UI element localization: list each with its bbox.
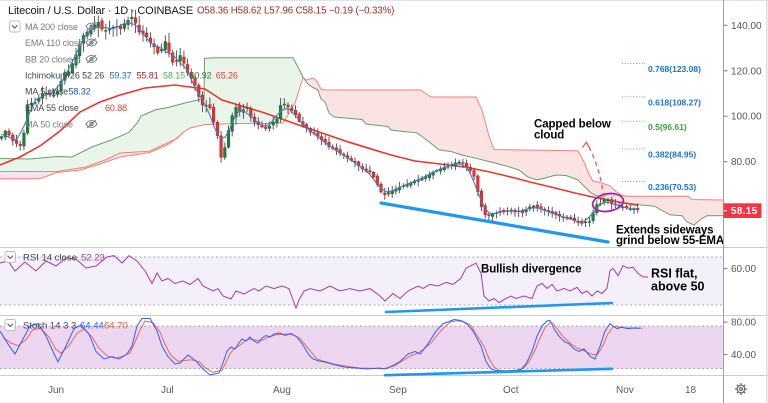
svg-text:Capped below: Capped below: [534, 119, 611, 131]
svg-text:RSI flat,: RSI flat,: [651, 267, 698, 281]
svg-text:MA 5 close: MA 5 close: [25, 87, 68, 97]
svg-text:60.92: 60.92: [190, 71, 212, 81]
svg-text:64.44: 64.44: [80, 321, 104, 332]
svg-text:60.00: 60.00: [731, 264, 756, 275]
svg-text:Extends sideways: Extends sideways: [616, 225, 713, 237]
svg-text:18: 18: [685, 385, 697, 396]
svg-text:Stoch 14 3 3: Stoch 14 3 3: [23, 321, 76, 332]
svg-text:Jul: Jul: [161, 385, 174, 396]
svg-text:Nov: Nov: [616, 385, 634, 396]
svg-text:BB 20 close 2: BB 20 close 2: [25, 55, 79, 65]
svg-text:0.382(84.95): 0.382(84.95): [648, 150, 696, 160]
svg-text:Ichimoku 9 26 52 26: Ichimoku 9 26 52 26: [25, 71, 104, 81]
svg-text:40.00: 40.00: [731, 350, 756, 361]
svg-text:MA 50 close: MA 50 close: [25, 120, 73, 130]
svg-text:EMA 110 close: EMA 110 close: [25, 38, 83, 48]
svg-text:above 50: above 50: [651, 280, 705, 294]
svg-text:0.618(108.27): 0.618(108.27): [648, 97, 701, 107]
svg-text:Bullish divergence: Bullish divergence: [481, 264, 581, 276]
svg-text:cloud: cloud: [534, 130, 564, 142]
svg-text:80.00: 80.00: [731, 157, 756, 168]
svg-text:55.81: 55.81: [137, 71, 159, 81]
svg-text:Aug: Aug: [273, 385, 291, 396]
svg-text:Jun: Jun: [48, 385, 64, 396]
svg-text:Sep: Sep: [389, 385, 407, 396]
svg-text:64.70: 64.70: [104, 321, 128, 332]
svg-text:58.15: 58.15: [163, 71, 185, 81]
svg-text:65.26: 65.26: [216, 71, 238, 81]
svg-text:52.23: 52.23: [81, 253, 105, 264]
svg-text:RSI 14 close: RSI 14 close: [23, 253, 77, 264]
svg-text:grind below 55-EMA: grind below 55-EMA: [616, 235, 724, 247]
svg-text:Oct: Oct: [503, 385, 519, 396]
svg-text:O58.36 H58.62 L57.96 C58.15 −0: O58.36 H58.62 L57.96 C58.15 −0.19 (−0.33…: [197, 6, 394, 17]
svg-text:Litecoin / U.S. Dollar · 1D ·: Litecoin / U.S. Dollar · 1D · COINBASE: [8, 5, 193, 17]
svg-text:60.88: 60.88: [105, 103, 127, 113]
svg-text:80.00: 80.00: [731, 318, 756, 329]
svg-text:59.37: 59.37: [110, 71, 132, 81]
svg-text:EMA 55 close: EMA 55 close: [25, 103, 79, 113]
svg-text:140.00: 140.00: [731, 21, 762, 32]
svg-text:120.00: 120.00: [731, 66, 762, 77]
svg-text:58.32: 58.32: [69, 87, 91, 97]
svg-text:58.15: 58.15: [731, 206, 758, 217]
svg-text:0.236(70.53): 0.236(70.53): [648, 182, 696, 192]
svg-text:0.768(123.08): 0.768(123.08): [648, 64, 701, 74]
svg-text:MA 200 close: MA 200 close: [25, 22, 78, 32]
svg-text:100.00: 100.00: [731, 112, 762, 123]
svg-text:0.5(96.61): 0.5(96.61): [648, 122, 687, 132]
